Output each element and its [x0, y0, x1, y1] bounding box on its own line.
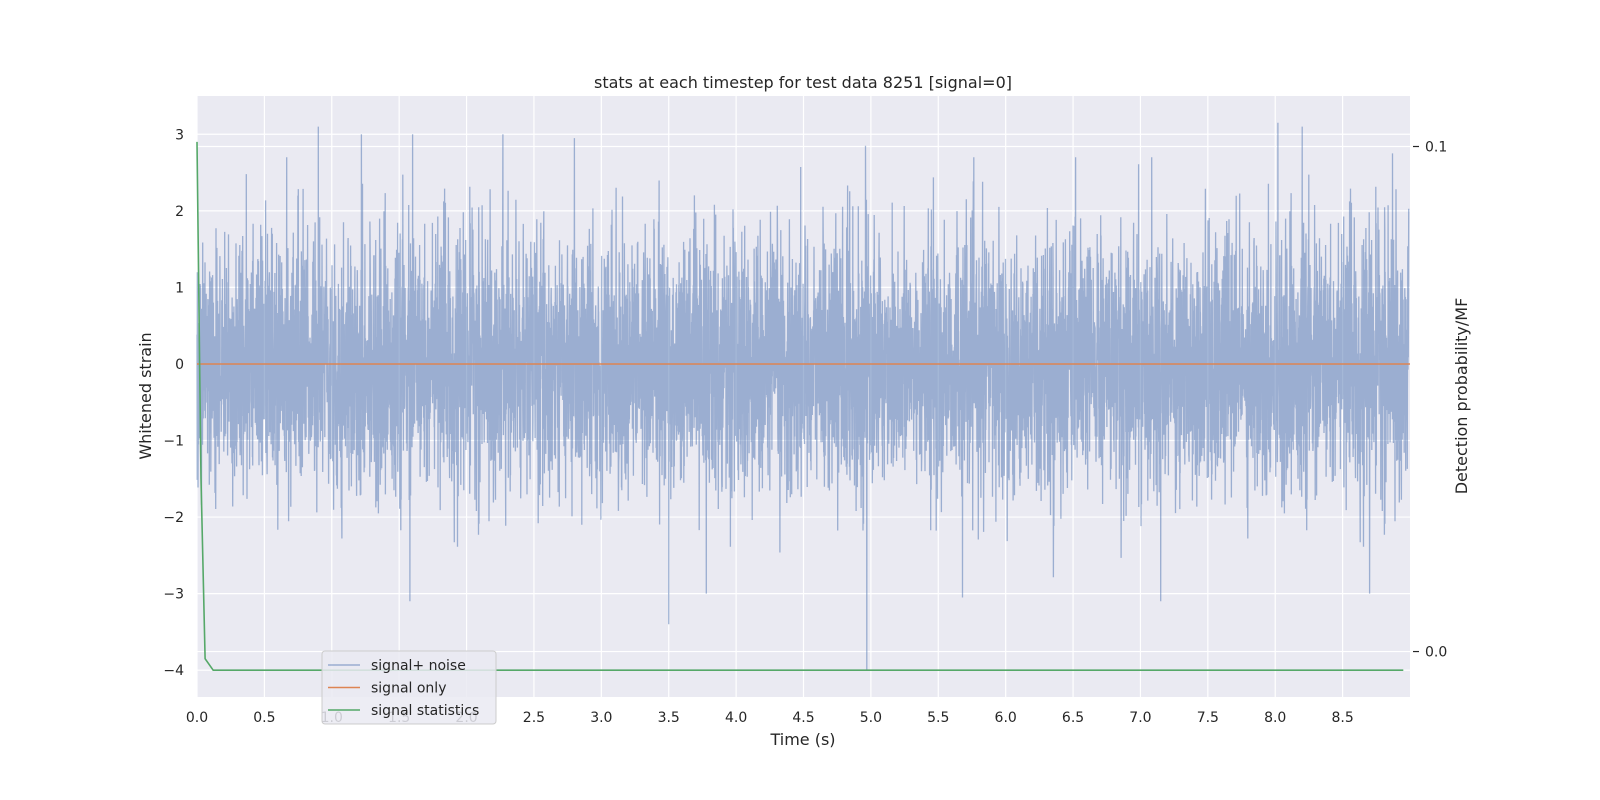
x-tick-label-1: 0.5: [253, 710, 275, 726]
legend-label-1: signal only: [371, 681, 446, 697]
x-tick-label-17: 8.5: [1331, 710, 1353, 726]
x-tick-label-6: 3.0: [590, 710, 612, 726]
legend-box: [321, 650, 497, 725]
y-tick-label-3: 0: [175, 357, 184, 373]
x-tick-label-7: 3.5: [658, 710, 680, 726]
series-lines: [196, 141, 1410, 671]
x-tick-label-14: 7.0: [1129, 710, 1151, 726]
chart-title: stats at each timestep for test data 825…: [594, 73, 1012, 92]
x-tick-label-9: 4.5: [792, 710, 814, 726]
y-tick-label-2: 1: [175, 280, 184, 296]
y-tick-label-6: −3: [163, 587, 184, 603]
legend-label-0: signal+ noise: [371, 658, 466, 674]
legend: signal+ noise signal only signal statistic…: [321, 650, 497, 725]
y-axis-ticks: 3 2 1 0 −1 −2 −3 −4: [163, 127, 184, 679]
y-axis-label: Whitened strain: [136, 332, 155, 459]
y2-tick-label-1: 0.0: [1425, 645, 1447, 661]
series-line-signal-statistics: [196, 141, 1404, 671]
x-tick-label-15: 7.5: [1197, 710, 1219, 726]
legend-label-2: signal statistics: [371, 703, 479, 719]
y-tick-label-0: 3: [175, 127, 184, 143]
series-line-signal-noise: [196, 122, 1410, 671]
x-tick-label-8: 4.0: [725, 710, 747, 726]
y2-tick-label-0: 0.1: [1425, 140, 1447, 156]
y2-axis-ticks: 0.1 0.0: [1413, 140, 1447, 661]
series-signal-noise: [196, 122, 1410, 671]
y-tick-label-4: −1: [163, 434, 184, 450]
x-tick-label-16: 8.0: [1264, 710, 1286, 726]
y-tick-label-5: −2: [163, 510, 184, 526]
x-tick-label-11: 5.5: [927, 710, 949, 726]
x-tick-label-12: 6.0: [995, 710, 1017, 726]
y2-axis-label: Detection probability/MF: [1452, 298, 1471, 495]
x-tick-label-0: 0.0: [186, 710, 208, 726]
x-axis-label: Time (s): [769, 730, 835, 749]
x-tick-label-10: 5.0: [860, 710, 882, 726]
x-tick-label-13: 6.5: [1062, 710, 1084, 726]
y-tick-label-1: 2: [175, 204, 184, 220]
x-tick-label-5: 2.5: [523, 710, 545, 726]
y-tick-label-7: −4: [163, 663, 184, 679]
